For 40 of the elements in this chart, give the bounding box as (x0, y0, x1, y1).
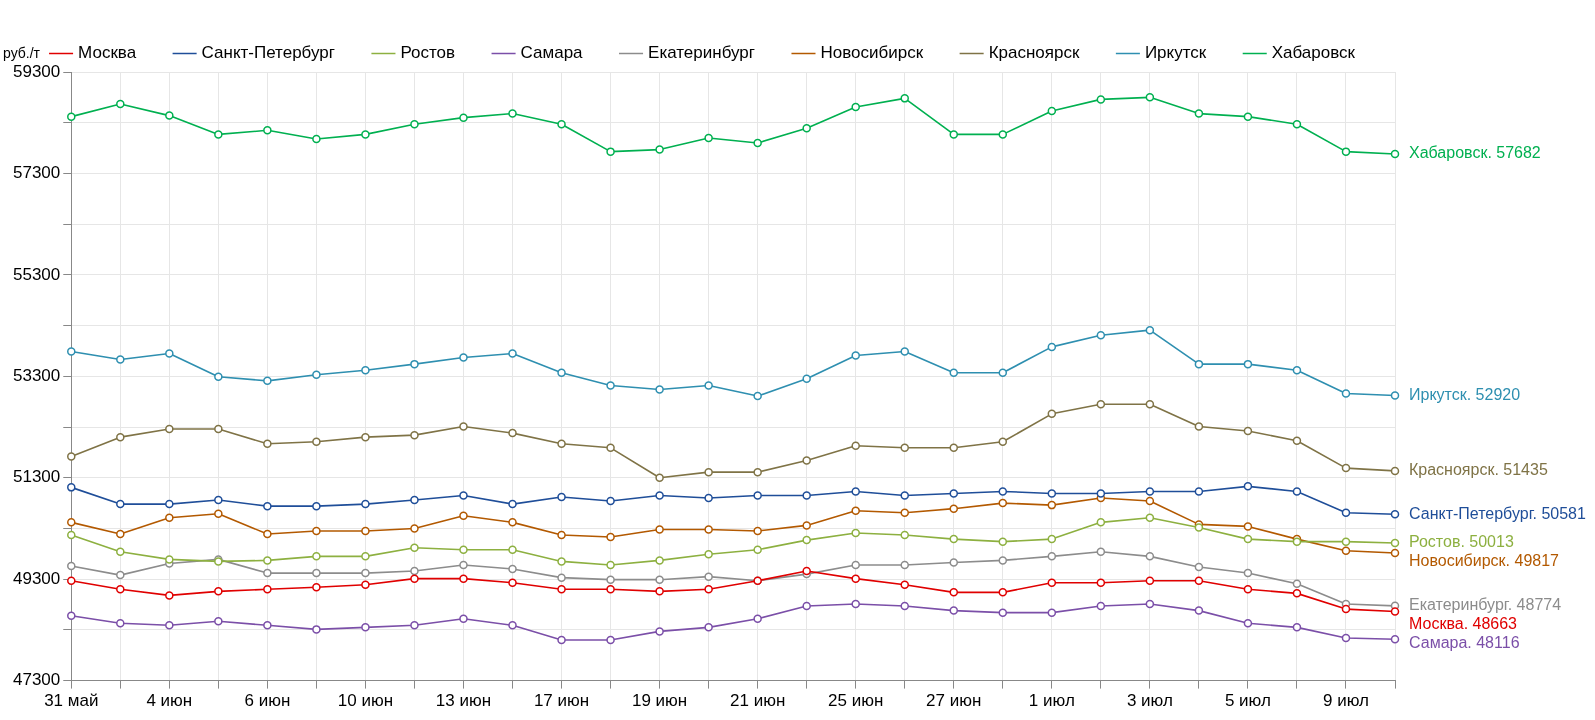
y-tick-label: 51300 (12, 467, 61, 487)
text: Екатеринбург. 48774 (1409, 596, 1562, 614)
y-tick-label: 47300 (12, 670, 61, 690)
x-tick-label: 27 июн (926, 691, 982, 711)
y-tick-label: 55300 (12, 264, 61, 284)
text: Иркутск. 52920 (1409, 385, 1521, 403)
y-axis-title: руб./т (3, 44, 41, 61)
x-tick-label: 6 июн (244, 691, 291, 711)
legend-label: Москва (78, 43, 137, 63)
legend-label: Самара (520, 43, 584, 63)
y-tick-label: 49300 (12, 568, 61, 588)
x-tick-label: 9 июл (1322, 691, 1369, 711)
x-tick-label: 4 июн (146, 691, 193, 711)
x-tick-label: 31 май (44, 691, 99, 711)
x-tick-label: 17 июн (533, 691, 590, 711)
text: Москва. 48663 (1409, 615, 1518, 633)
x-tick-label: 5 июл (1224, 691, 1271, 711)
legend-label: Иркутск (1144, 43, 1207, 63)
x-tick-label: 3 июл (1126, 691, 1173, 711)
legend-label: Хабаровск (1271, 43, 1356, 63)
x-tick-label: 19 июн (631, 691, 688, 711)
text: Самара. 48116 (1409, 634, 1520, 652)
x-tick-label: 10 июн (337, 691, 394, 711)
legend-label: Санкт-Петербург (201, 43, 335, 63)
text: Красноярск. 51435 (1409, 461, 1548, 479)
legend-label: Красноярск (988, 43, 1080, 63)
x-tick-label: 1 июл (1028, 691, 1075, 711)
legend-label: Новосибирск (820, 43, 924, 63)
legend-label: Екатеринбург (648, 43, 755, 63)
x-tick-label: 25 июн (828, 691, 884, 711)
x-tick-label: 21 июн (730, 691, 786, 711)
y-tick-label: 59300 (12, 61, 61, 81)
text: Хабаровск. 57682 (1409, 144, 1541, 162)
y-tick-label: 57300 (12, 163, 61, 183)
text: Новосибирск. 49817 (1409, 552, 1560, 570)
y-tick-label: 53300 (12, 365, 61, 385)
text: Санкт-Петербург. 50581 (1409, 504, 1587, 522)
text: Ростов. 50013 (1409, 533, 1514, 551)
x-tick-label: 13 июн (435, 691, 492, 711)
legend-label: Ростов (400, 43, 456, 63)
